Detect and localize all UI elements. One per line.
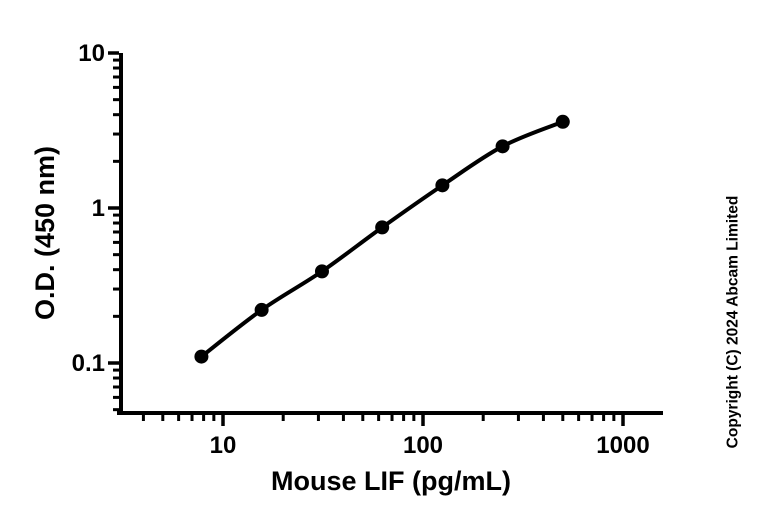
data-point-marker: [555, 114, 570, 129]
x-tick-label: 1000: [596, 432, 649, 459]
y-tick-label: 1: [92, 195, 105, 222]
x-tick-label: 10: [210, 432, 237, 459]
y-tick-label: 0.1: [72, 350, 105, 377]
standard-curve-line: [199, 119, 565, 359]
data-point-marker: [435, 178, 450, 193]
plot-area: 10 100 1000 0.1 1 10: [72, 40, 663, 459]
data-point-marker: [495, 139, 510, 154]
x-axis-title: Mouse LIF (pg/mL): [271, 466, 511, 496]
data-point-marker: [194, 349, 209, 364]
y-axis-title: O.D. (450 nm): [30, 146, 60, 320]
copyright-text: Copyright (C) 2024 Abcam Limited: [725, 196, 742, 449]
y-tick-label: 10: [78, 40, 105, 67]
data-point-marker: [254, 302, 269, 317]
x-tick-label: 100: [403, 432, 443, 459]
data-point-marker: [375, 220, 390, 235]
data-point-marker: [314, 264, 329, 279]
